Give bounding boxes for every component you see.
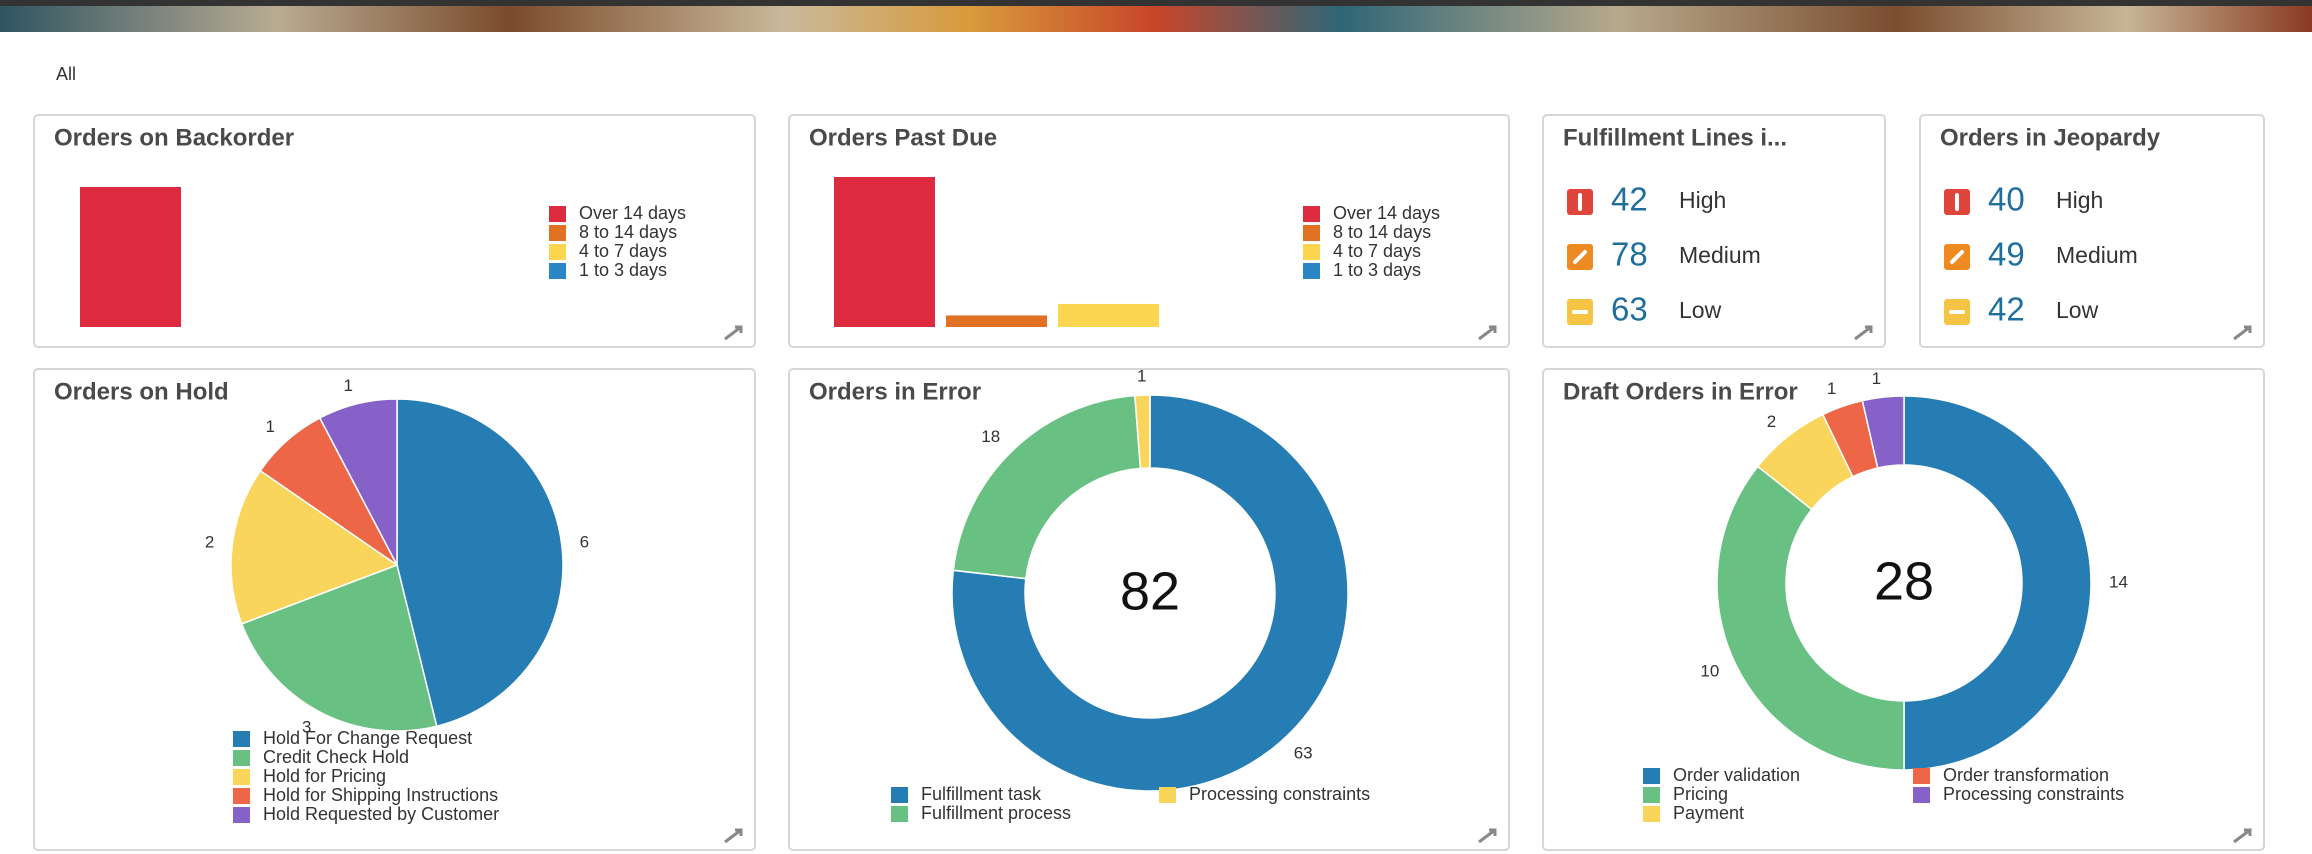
data-label: 1: [343, 376, 352, 395]
legend-swatch: [549, 244, 566, 260]
filter-label: All: [56, 64, 76, 84]
data-label: 1: [266, 417, 275, 436]
panel-title: Draft Orders in Error: [1563, 378, 1798, 405]
legend-swatch: [549, 225, 566, 241]
legend-label: Hold for Shipping Instructions: [263, 785, 498, 805]
legend-swatch: [1913, 787, 1930, 803]
bar: [946, 315, 1047, 327]
legend-swatch: [1303, 263, 1320, 279]
legend-swatch: [1643, 806, 1660, 822]
legend-label: Processing constraints: [1189, 784, 1370, 804]
kpi-value: 49: [1988, 236, 2025, 273]
legend-label: Fulfillment task: [921, 784, 1042, 804]
page: All Orders on BackorderOver 14 days8 to …: [0, 0, 2312, 854]
legend-label: Fulfillment process: [921, 803, 1071, 823]
legend-label: 1 to 3 days: [579, 260, 667, 280]
bar: [834, 177, 935, 327]
data-label: 1: [1827, 379, 1836, 398]
legend-swatch: [233, 788, 250, 804]
legend-label: Hold for Pricing: [263, 766, 386, 786]
panel-title: Orders on Hold: [54, 378, 229, 405]
legend-label: 8 to 14 days: [1333, 222, 1431, 242]
panel-title: Fulfillment Lines i...: [1563, 124, 1787, 151]
kpi-label: Low: [1679, 297, 1722, 323]
kpi-label: Low: [2056, 297, 2099, 323]
kpi-value: 42: [1611, 181, 1648, 218]
legend-label: Over 14 days: [1333, 203, 1440, 223]
bar: [80, 187, 181, 327]
legend-label: 4 to 7 days: [1333, 241, 1421, 261]
legend-swatch: [1913, 768, 1930, 784]
banner-top: [0, 0, 2312, 6]
panel-title: Orders on Backorder: [54, 124, 294, 151]
panel-title: Orders Past Due: [809, 124, 997, 151]
kpi-label: High: [1679, 187, 1726, 213]
data-label: 1: [1137, 367, 1146, 386]
legend-label: Credit Check Hold: [263, 747, 409, 767]
kpi-label: High: [2056, 187, 2103, 213]
legend-swatch: [1159, 787, 1176, 803]
legend-label: Order validation: [1673, 765, 1800, 785]
legend-swatch: [891, 806, 908, 822]
data-label: 1: [1872, 369, 1881, 388]
data-label: 6: [580, 532, 589, 551]
legend-label: 8 to 14 days: [579, 222, 677, 242]
legend-swatch: [1303, 225, 1320, 241]
center-total: 28: [1874, 551, 1934, 611]
legend-swatch: [1303, 206, 1320, 222]
legend-swatch: [1643, 768, 1660, 784]
legend-label: Processing constraints: [1943, 784, 2124, 804]
kpi-value: 40: [1988, 181, 2025, 218]
legend-swatch: [233, 807, 250, 823]
data-label: 10: [1700, 661, 1719, 680]
legend-swatch: [549, 206, 566, 222]
data-label: 14: [2109, 572, 2128, 591]
data-label: 2: [1767, 412, 1776, 431]
data-label: 63: [1294, 744, 1313, 763]
legend-label: Over 14 days: [579, 203, 686, 223]
panel-title: Orders in Error: [809, 378, 981, 405]
legend-swatch: [891, 787, 908, 803]
data-label: 18: [981, 427, 1000, 446]
legend-swatch: [233, 750, 250, 766]
legend-label: 4 to 7 days: [579, 241, 667, 261]
kpi-label: Medium: [2056, 242, 2138, 268]
kpi-value: 63: [1611, 291, 1648, 328]
data-label: 3: [302, 717, 311, 736]
legend-swatch: [1643, 787, 1660, 803]
kpi-value: 78: [1611, 236, 1648, 273]
dashboard: All Orders on BackorderOver 14 days8 to …: [0, 0, 2312, 854]
panel-title: Orders in Jeopardy: [1940, 124, 2161, 151]
legend-label: Hold Requested by Customer: [263, 804, 499, 824]
legend-label: Hold For Change Request: [263, 728, 472, 748]
data-label: 2: [205, 532, 214, 551]
kpi-value: 42: [1988, 291, 2025, 328]
bar: [1058, 304, 1159, 327]
legend-label: Payment: [1673, 803, 1744, 823]
kpi-label: Medium: [1679, 242, 1761, 268]
legend-label: Order transformation: [1943, 765, 2109, 785]
legend-swatch: [1303, 244, 1320, 260]
legend-swatch: [233, 731, 250, 747]
center-total: 82: [1120, 561, 1180, 621]
legend-swatch: [233, 769, 250, 785]
legend-swatch: [549, 263, 566, 279]
legend-label: Pricing: [1673, 784, 1728, 804]
legend-label: 1 to 3 days: [1333, 260, 1421, 280]
